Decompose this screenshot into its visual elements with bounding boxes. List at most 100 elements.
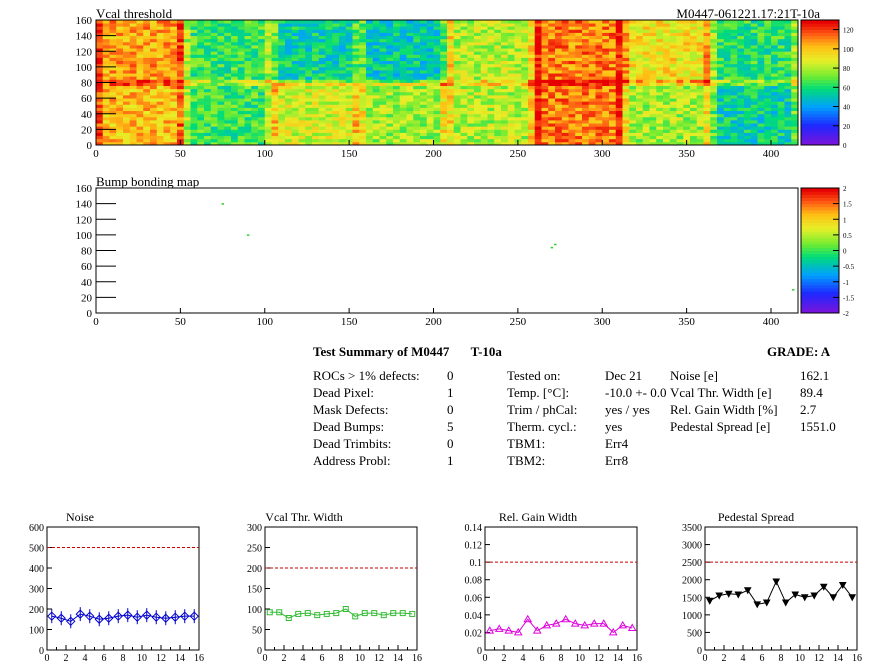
heatmap-cell — [791, 101, 799, 105]
heatmap-cell — [676, 91, 684, 96]
heatmap-cell — [426, 29, 434, 33]
heatmap-cell — [710, 135, 718, 140]
heatmap-cell — [467, 48, 475, 52]
heatmap-cell — [170, 116, 178, 121]
heatmap-cell — [663, 126, 671, 130]
heatmap-cell — [784, 82, 792, 87]
heatmap-cell — [258, 57, 266, 62]
heatmap-cell — [460, 79, 468, 83]
heatmap-cell — [136, 113, 144, 118]
heatmap-cell — [136, 54, 144, 58]
heatmap-cell — [163, 98, 171, 102]
heatmap-cell — [136, 85, 144, 90]
heatmap-cell — [791, 29, 799, 33]
colorbar2-tick-label: -1.5 — [843, 294, 855, 302]
heatmap-cell — [730, 41, 738, 46]
heatmap-cell — [123, 79, 131, 83]
heatmap-cell — [649, 35, 657, 40]
heatmap-cell — [244, 113, 252, 118]
heatmap-cell — [150, 107, 158, 112]
heatmap-cell — [224, 76, 232, 80]
heatmap-cell — [649, 110, 657, 115]
heatmap-cell — [609, 70, 617, 74]
heatmap-cell — [177, 107, 185, 112]
heatmap-cell — [136, 57, 144, 62]
heatmap-cell — [501, 48, 509, 52]
heatmap-cell — [224, 107, 232, 112]
heatmap-cell — [109, 138, 117, 143]
heatmap-cell — [393, 141, 401, 146]
heatmap-cell — [595, 98, 603, 102]
heatmap-cell — [588, 88, 596, 93]
heatmap-cell — [595, 76, 603, 80]
heatmap-cell — [251, 98, 259, 102]
heatmap-cell — [231, 116, 239, 121]
heatmap-cell — [602, 23, 610, 27]
heatmap-cell — [359, 66, 367, 71]
heatmap-cell — [332, 26, 340, 30]
heatmap-cell — [129, 113, 137, 118]
heatmap-cell — [494, 120, 502, 124]
heatmap-cell — [744, 110, 752, 115]
heatmap-cell — [548, 82, 556, 87]
colorbar-segment — [801, 29, 839, 33]
heatmap-cell — [352, 54, 360, 58]
heatmap-cell — [312, 54, 320, 58]
heatmap-cell — [447, 85, 455, 90]
heatmap-cell — [318, 107, 326, 112]
heatmap-cell — [771, 23, 779, 27]
heatmap-cell — [669, 141, 677, 146]
heatmap-cell — [440, 70, 448, 74]
heatmap-cell — [460, 60, 468, 65]
heatmap-cell — [555, 88, 563, 93]
heatmap-cell — [129, 51, 137, 55]
heatmap-cell — [474, 23, 482, 27]
heatmap-cell — [359, 110, 367, 115]
heatmap-cell — [237, 88, 245, 93]
heatmap-cell — [514, 73, 522, 77]
heatmap-cell — [278, 107, 286, 112]
heatmap-cell — [298, 95, 306, 99]
heatmap-cell — [258, 79, 266, 83]
heatmap-cell — [413, 141, 421, 146]
heatmap-cell — [696, 129, 704, 133]
heatmap-cell — [771, 45, 779, 49]
heatmap-cell — [96, 138, 104, 143]
heatmap-cell — [453, 57, 461, 62]
heatmap-cell — [649, 129, 657, 133]
heatmap-cell — [406, 113, 414, 118]
heatmap-cell — [750, 26, 758, 30]
heatmap-cell — [325, 23, 333, 27]
heatmap-cell — [156, 51, 164, 55]
heatmap-cell — [359, 138, 367, 143]
colorbar2-segment — [801, 278, 839, 283]
heatmap-cell — [507, 79, 515, 83]
heatmap-cell — [318, 29, 326, 33]
heatmap-cell — [413, 120, 421, 124]
heatmap-cell — [258, 95, 266, 99]
heatmap-cell — [595, 70, 603, 74]
heatmap-cell — [487, 113, 495, 118]
heatmap-cell — [480, 129, 488, 133]
heatmap-cell — [312, 60, 320, 65]
heatmap-cell — [420, 85, 428, 90]
heatmap-cell — [636, 141, 644, 146]
right-label-0: Noise [e] — [670, 368, 719, 383]
heatmap-cell — [582, 120, 590, 124]
heatmap-cell — [177, 98, 185, 102]
heatmap-cell — [683, 38, 691, 43]
heatmap-cell — [649, 95, 657, 99]
heatmap-cell — [609, 26, 617, 30]
heatmap-cell — [629, 73, 637, 77]
heatmap-cell — [750, 23, 758, 27]
heatmap-cell — [676, 51, 684, 55]
heatmap-cell — [453, 132, 461, 137]
heatmap-cell — [642, 116, 650, 121]
heatmap-cell — [156, 135, 164, 140]
heatmap-cell — [494, 73, 502, 77]
heatmap-cell — [278, 63, 286, 68]
heatmap-cell — [204, 107, 212, 112]
heatmap-cell — [595, 60, 603, 65]
heatmap-cell — [156, 129, 164, 133]
heatmap-cell — [676, 104, 684, 108]
